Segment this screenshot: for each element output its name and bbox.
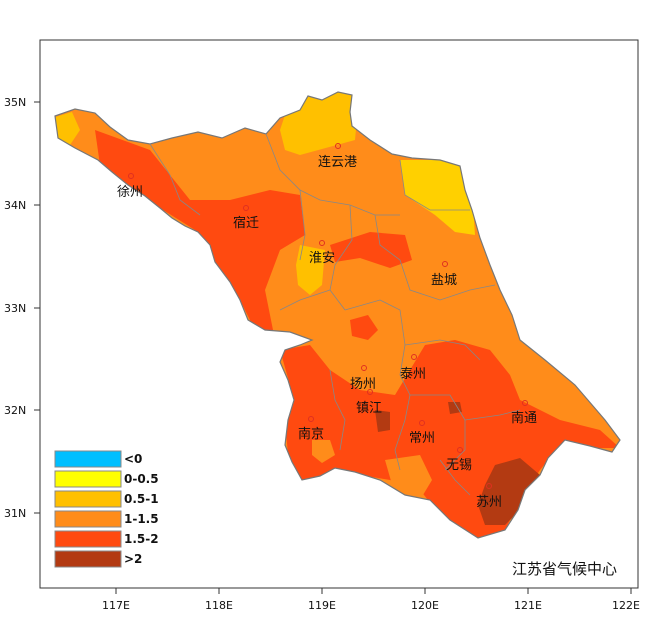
zone-ne-yellow [400, 160, 475, 235]
zone-south-red [280, 340, 620, 538]
county-boundaries [149, 133, 521, 496]
city-marker-taizhou [411, 354, 417, 360]
lon-axis: 117E 118E 119E 120E 121E 122E [102, 588, 640, 612]
legend-label-0: <0 [124, 452, 142, 466]
city-label-yancheng: 盐城 [431, 273, 457, 288]
legend-label-1: 0-0.5 [124, 472, 159, 486]
zone-changzhou-darkred [448, 402, 462, 414]
lon-label-122e: 122E [612, 599, 640, 612]
city-markers [128, 143, 528, 489]
city-marker-yangzhou [361, 365, 367, 371]
zone-zhenjiang-darkred [375, 410, 390, 432]
city-labels: 徐州 连云港 宿迁 淮安 盐城 扬州 泰州 镇江 南京 常州 南通 无锡 苏州 [117, 154, 537, 510]
legend-swatch-4 [54, 530, 122, 548]
city-label-xuzhou: 徐州 [117, 185, 143, 200]
city-marker-nantong [522, 400, 528, 406]
lon-label-121e: 121E [514, 599, 542, 612]
legend-label-2: 0.5-1 [124, 492, 159, 506]
city-label-suqian: 宿迁 [233, 215, 259, 231]
city-marker-wuxi [457, 447, 463, 453]
city-label-zhenjiang: 镇江 [356, 401, 382, 416]
city-label-taizhou: 泰州 [400, 367, 426, 382]
city-marker-zhenjiang [367, 389, 373, 395]
legend-swatch-0 [54, 450, 122, 468]
legend-label-5: >2 [124, 552, 142, 566]
legend-label-3: 1-1.5 [124, 512, 159, 526]
province-outline [54, 91, 621, 539]
city-label-yangzhou: 扬州 [350, 377, 376, 392]
lon-label-120e: 120E [411, 599, 439, 612]
legend-swatch-5 [54, 550, 122, 568]
city-marker-suqian [243, 205, 249, 211]
zone-central-red [330, 232, 412, 268]
lat-label-32n: 32N [4, 404, 26, 417]
lon-label-117e: 117E [102, 599, 130, 612]
city-label-nanjing: 南京 [298, 426, 324, 442]
zone-northwest-yellow [55, 112, 80, 145]
legend-swatch-3 [54, 510, 122, 528]
city-label-lianyungang: 连云港 [318, 154, 357, 170]
zone-nanjing-orange [312, 440, 335, 463]
zone-south-orange-patch [385, 455, 432, 500]
zone-central-red-spot [350, 315, 378, 340]
legend-swatch-2 [54, 490, 122, 508]
lat-label-34n: 34N [4, 199, 26, 212]
city-label-huaian: 淮安 [309, 251, 335, 266]
lat-label-33n: 33N [4, 302, 26, 315]
lat-axis: 35N 34N 33N 32N 31N [4, 96, 40, 520]
lat-label-31n: 31N [4, 507, 26, 520]
city-label-changzhou: 常州 [409, 431, 435, 446]
city-marker-huaian [319, 240, 325, 246]
lat-label-35n: 35N [4, 96, 26, 109]
city-label-suzhou: 苏州 [476, 494, 502, 510]
zone-huaian-yellow [296, 245, 325, 295]
legend-swatch-1 [54, 470, 122, 488]
credit-label: 江苏省气候中心 [512, 560, 617, 578]
lon-label-119e: 119E [308, 599, 336, 612]
city-label-nantong: 南通 [511, 410, 537, 426]
city-marker-nanjing [308, 416, 314, 422]
city-marker-suzhou [486, 483, 492, 489]
city-marker-xuzhou [128, 173, 134, 179]
lon-label-118e: 118E [205, 599, 233, 612]
city-marker-lianyungang [335, 143, 341, 149]
city-marker-yancheng [442, 261, 448, 267]
zone-suzhou-darkred [478, 458, 540, 525]
city-marker-changzhou [419, 420, 425, 426]
legend-label-4: 1.5-2 [124, 532, 159, 546]
city-label-wuxi: 无锡 [446, 458, 472, 473]
legend: <0 0-0.5 0.5-1 1-1.5 1.5-2 >2 [54, 450, 159, 568]
